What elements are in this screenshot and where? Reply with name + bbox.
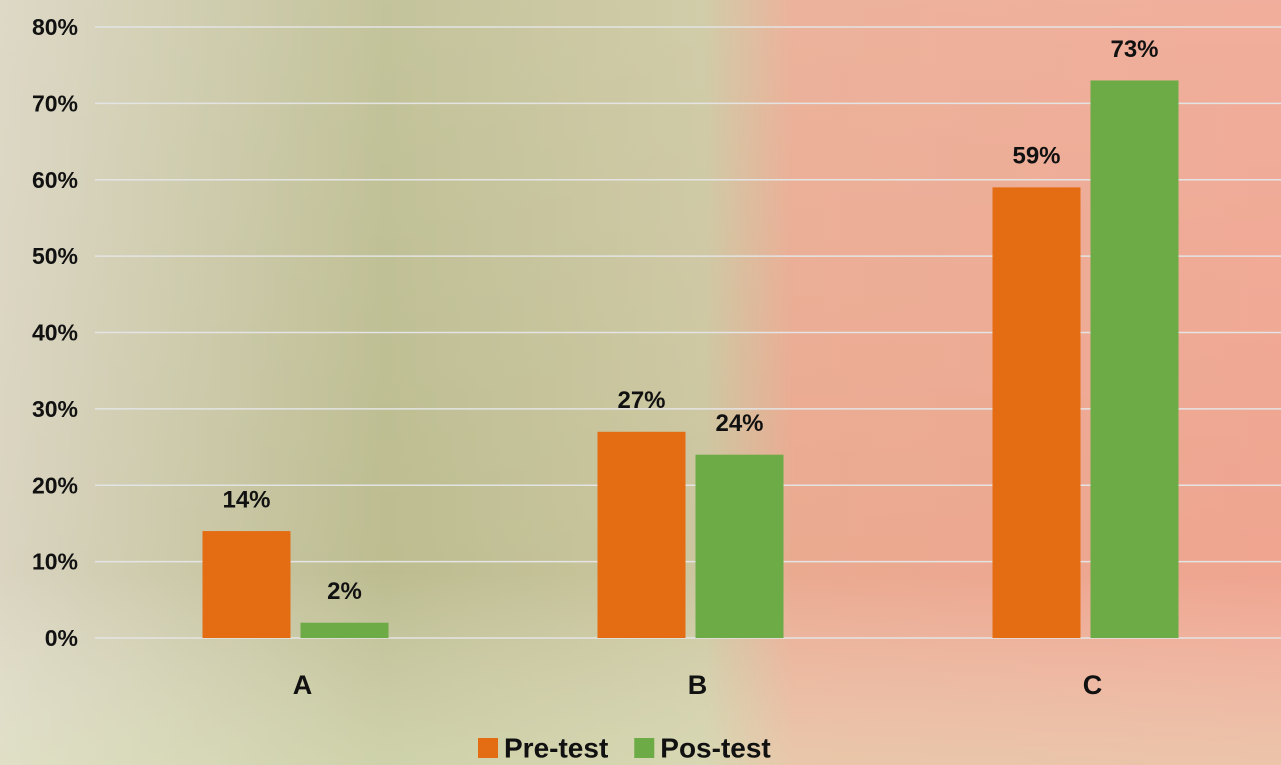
y-tick-label: 60% bbox=[32, 167, 78, 193]
value-label: 24% bbox=[715, 410, 763, 437]
bar bbox=[597, 431, 686, 638]
y-tick-label: 30% bbox=[32, 396, 78, 422]
bar bbox=[202, 531, 291, 638]
y-tick-label: 40% bbox=[32, 320, 78, 346]
y-tick-label: 70% bbox=[32, 90, 78, 116]
bar bbox=[695, 454, 784, 638]
bar bbox=[300, 622, 389, 638]
y-tick-label: 80% bbox=[32, 14, 78, 40]
legend-label: Pos-test bbox=[660, 732, 770, 763]
bar bbox=[1090, 80, 1179, 638]
legend-label: Pre-test bbox=[504, 732, 608, 763]
y-tick-label: 20% bbox=[32, 472, 78, 498]
value-label: 27% bbox=[617, 387, 665, 414]
x-tick-label: B bbox=[688, 670, 708, 700]
x-tick-label: A bbox=[293, 670, 313, 700]
bar bbox=[992, 187, 1081, 638]
x-tick-label: C bbox=[1083, 670, 1103, 700]
y-tick-label: 0% bbox=[45, 625, 78, 651]
value-label: 73% bbox=[1110, 36, 1158, 63]
legend-swatch bbox=[478, 738, 498, 758]
legend-swatch bbox=[634, 738, 655, 758]
y-tick-label: 10% bbox=[32, 549, 78, 575]
value-label: 14% bbox=[222, 486, 270, 513]
value-label: 2% bbox=[327, 578, 362, 605]
y-tick-label: 50% bbox=[32, 243, 78, 269]
value-label: 59% bbox=[1012, 143, 1060, 170]
